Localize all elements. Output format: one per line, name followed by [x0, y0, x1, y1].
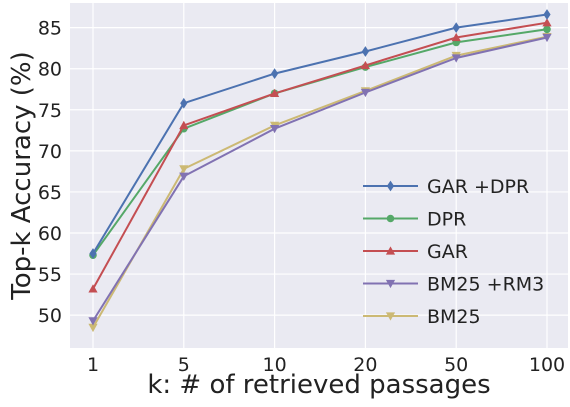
data-point-bm25-rm3 — [360, 88, 370, 98]
y-tick-label: 55 — [38, 264, 62, 286]
data-point-gar — [451, 32, 461, 42]
series-group — [88, 9, 552, 333]
legend-label-gar-dpr: GAR +DPR — [427, 176, 529, 198]
y-tick-labels: 50 55 60 65 70 75 80 85 — [38, 18, 62, 327]
legend-label-dpr: DPR — [427, 209, 466, 231]
data-point-bm25-rm3 — [88, 317, 98, 326]
legend-marker-gar-dpr — [386, 180, 395, 192]
y-tick-label: 50 — [38, 305, 62, 327]
x-tick-label: 50 — [444, 354, 468, 376]
data-point-gar-dpr — [89, 248, 97, 259]
data-point-gar-dpr — [361, 46, 369, 57]
legend-entry-bm25-rm3: BM25 +RM3 — [363, 274, 544, 296]
legend-label-gar: GAR — [427, 241, 468, 263]
data-point-gar — [179, 120, 189, 130]
data-point-gar — [270, 88, 280, 98]
series-gar — [88, 18, 552, 293]
series-gar-dpr — [89, 9, 551, 259]
series-line-bm25-rm3 — [92, 36, 548, 322]
data-point-gar-dpr — [543, 9, 551, 20]
data-point-bm25-rm3 — [270, 124, 280, 134]
data-point-gar-dpr — [271, 68, 279, 80]
legend-marker-bm25 — [385, 312, 396, 321]
series-line-bm25 — [92, 35, 548, 328]
y-axis-label: Top-k Accuracy (%) — [7, 51, 37, 301]
data-point-gar — [542, 18, 552, 27]
legend-marker-dpr — [386, 214, 395, 223]
y-tick-label: 65 — [38, 182, 62, 204]
data-point-gar — [88, 284, 98, 293]
legend-label-bm25-rm3: BM25 +RM3 — [427, 274, 544, 296]
legend-marker-bm25-rm3 — [385, 279, 396, 289]
series-line-gar — [92, 21, 548, 290]
x-tick-label: 5 — [178, 354, 190, 376]
legend-entry-bm25: BM25 — [363, 306, 481, 328]
y-tick-label: 70 — [38, 141, 62, 163]
data-point-gar-dpr — [452, 22, 460, 34]
data-point-dpr — [543, 25, 551, 34]
legend-entry-gar: GAR — [363, 241, 468, 263]
x-tick-label: 20 — [353, 354, 377, 376]
x-tick-label: 10 — [263, 354, 287, 376]
plot-background — [70, 3, 568, 348]
legend-label-bm25: BM25 — [427, 306, 481, 328]
y-tick-label: 75 — [38, 100, 62, 122]
y-tick-label: 85 — [38, 18, 62, 40]
legend-marker-gar — [385, 246, 396, 255]
x-tick-label: 100 — [529, 354, 565, 376]
data-point-bm25-rm3 — [179, 172, 189, 181]
y-tick-label: 80 — [38, 59, 62, 81]
data-point-bm25-rm3 — [542, 33, 552, 43]
series-bm25-rm3 — [88, 33, 552, 326]
legend: GAR +DPR DPR GAR BM25 +RM3 BM25 — [363, 176, 544, 328]
y-tick-label: 60 — [38, 223, 62, 245]
series-line-gar-dpr — [92, 13, 548, 255]
legend-entry-dpr: DPR — [363, 209, 466, 231]
data-point-bm25 — [88, 323, 98, 333]
data-point-gar — [360, 60, 370, 70]
legend-entry-gar-dpr: GAR +DPR — [363, 176, 529, 198]
x-tick-label: 1 — [87, 354, 99, 376]
x-tick-labels: 1 5 10 20 50 100 — [87, 354, 565, 376]
data-point-gar-dpr — [180, 97, 188, 109]
data-point-bm25-rm3 — [451, 54, 461, 63]
data-point-bm25 — [179, 165, 189, 174]
x-axis-label: k: # of retrieved passages — [147, 370, 490, 400]
